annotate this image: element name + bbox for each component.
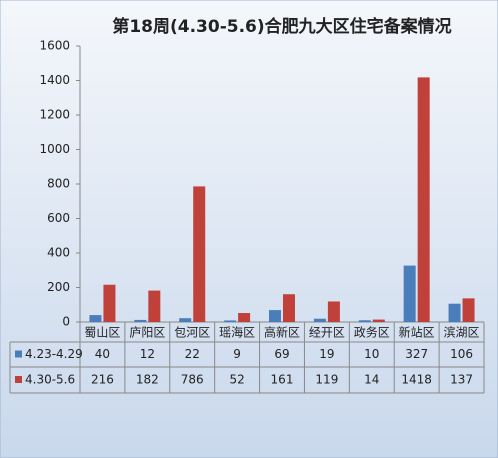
bar (134, 319, 147, 322)
bar (269, 310, 281, 322)
x-tick-label: 蜀山区 (84, 326, 120, 340)
x-tick-label: 新站区 (399, 325, 435, 340)
bar (103, 284, 116, 322)
table-value: 106 (450, 347, 473, 361)
bar (358, 320, 371, 322)
table-value: 40 (95, 347, 110, 361)
table-value: 52 (229, 373, 244, 387)
chart-title: 第18周(4.30-5.6)合肥九大区住宅备案情况 (112, 16, 451, 37)
table-value: 119 (315, 373, 338, 387)
y-tick-label: 800 (47, 177, 70, 191)
bar (193, 186, 206, 322)
x-tick-label: 瑶海区 (219, 325, 255, 340)
bar (148, 290, 161, 322)
y-tick-label: 400 (47, 246, 70, 260)
bar (462, 298, 475, 322)
y-tick-label: 200 (47, 280, 70, 294)
y-tick-label: 0 (62, 315, 70, 329)
bar (313, 318, 326, 322)
bar (327, 301, 340, 322)
table-value: 1418 (401, 373, 432, 387)
legend-swatch (15, 350, 22, 358)
table-value: 161 (271, 373, 294, 387)
bar (417, 77, 430, 323)
bar (179, 318, 192, 322)
bar (238, 313, 251, 322)
legend-label: 4.23-4.29 (25, 347, 83, 361)
table-value: 14 (364, 373, 379, 387)
bar (403, 265, 416, 322)
y-tick-label: 1000 (39, 142, 70, 156)
table-value: 137 (450, 373, 473, 387)
legend-label: 4.30-5.6 (25, 373, 75, 387)
x-tick-label: 高新区 (264, 325, 300, 340)
bar (372, 319, 385, 322)
y-tick-label: 1200 (39, 108, 70, 122)
table-value: 182 (136, 373, 159, 387)
table-value: 12 (140, 347, 155, 361)
y-tick-label: 600 (47, 211, 70, 225)
bar (224, 320, 237, 322)
table-value: 10 (364, 347, 379, 361)
bar (283, 294, 295, 322)
table-value: 786 (181, 373, 204, 387)
x-tick-label: 滨湖区 (444, 325, 480, 340)
table-value: 19 (319, 347, 334, 361)
table-value: 9 (233, 347, 241, 361)
y-tick-label: 1600 (39, 39, 70, 53)
x-tick-label: 包河区 (174, 326, 210, 340)
table-value: 327 (405, 347, 428, 361)
y-tick-label: 1400 (39, 73, 70, 87)
bar (448, 303, 461, 322)
table-value: 69 (274, 347, 289, 361)
x-tick-label: 庐阳区 (129, 325, 165, 340)
x-tick-label: 政务区 (354, 325, 390, 340)
table-value: 22 (185, 347, 200, 361)
bar (89, 315, 102, 322)
table-value: 216 (91, 373, 114, 387)
legend-swatch (15, 376, 22, 383)
x-tick-label: 经开区 (309, 326, 345, 340)
